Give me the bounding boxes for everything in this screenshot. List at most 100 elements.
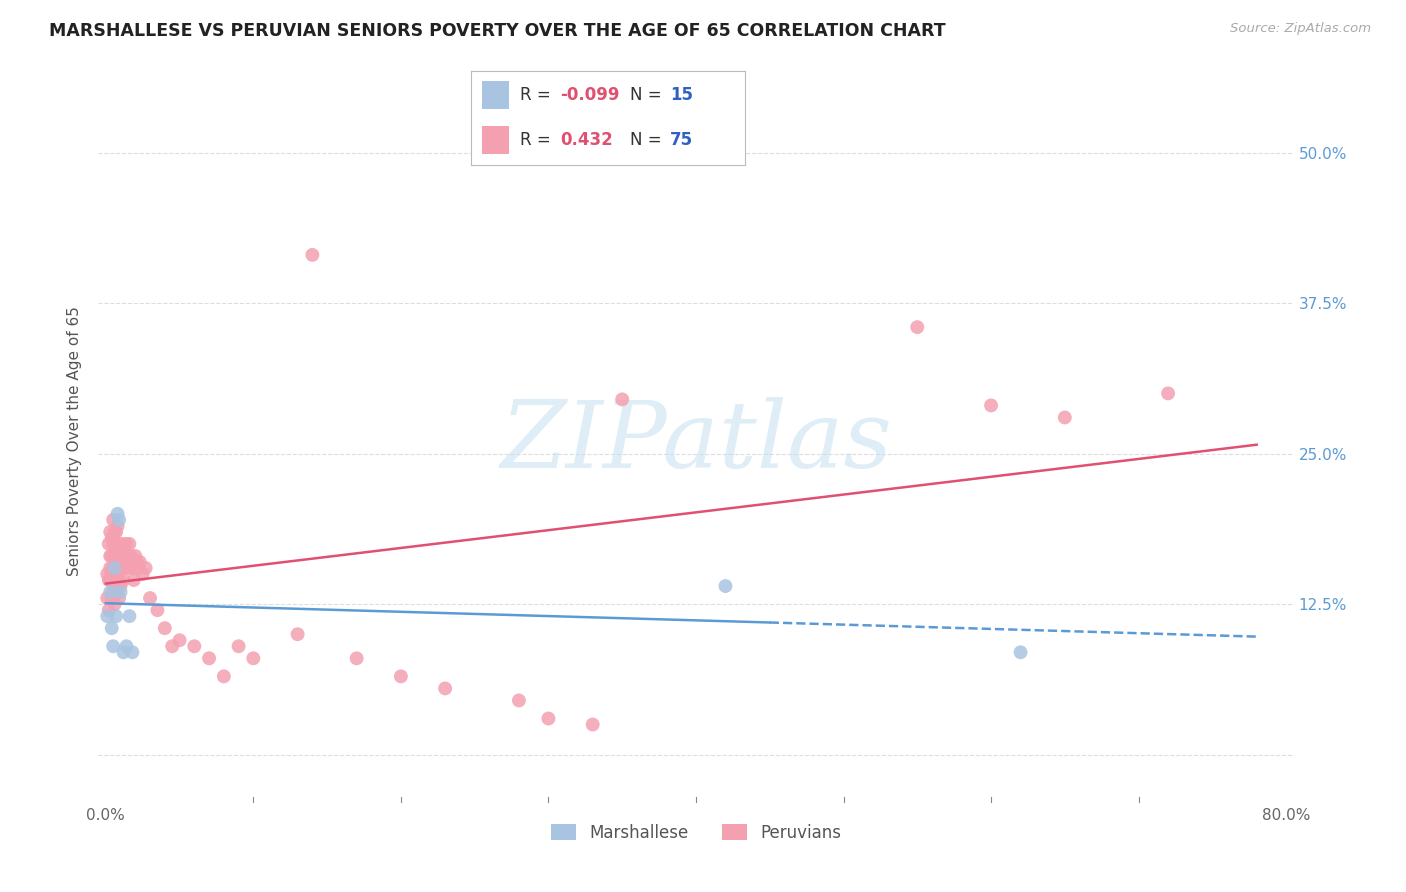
Point — [96, 591, 118, 606]
Text: -0.099: -0.099 — [560, 86, 620, 103]
Point — [135, 561, 157, 575]
Point — [111, 537, 134, 551]
Point — [118, 561, 141, 575]
Text: N =: N = — [630, 86, 666, 103]
Point — [105, 585, 128, 599]
Point — [228, 639, 250, 653]
Text: Source: ZipAtlas.com: Source: ZipAtlas.com — [1230, 22, 1371, 36]
Point — [128, 555, 150, 569]
Point — [100, 591, 122, 606]
Point — [146, 603, 169, 617]
Point — [212, 669, 235, 683]
Point — [105, 609, 128, 624]
Point — [160, 639, 183, 653]
Point — [242, 651, 264, 665]
Point — [122, 573, 145, 587]
Text: R =: R = — [520, 86, 557, 103]
Point — [301, 248, 323, 262]
Point — [107, 537, 129, 551]
Point — [714, 579, 737, 593]
Point — [105, 549, 128, 563]
Point — [389, 669, 412, 683]
Point — [1010, 645, 1032, 659]
Point — [105, 524, 128, 539]
Point — [104, 561, 127, 575]
Text: MARSHALLESE VS PERUVIAN SENIORS POVERTY OVER THE AGE OF 65 CORRELATION CHART: MARSHALLESE VS PERUVIAN SENIORS POVERTY … — [49, 22, 946, 40]
Point — [131, 567, 153, 582]
Point — [100, 621, 122, 635]
Point — [121, 561, 143, 575]
Point — [104, 579, 127, 593]
Point — [114, 561, 136, 575]
Point — [97, 573, 120, 587]
Point — [537, 712, 560, 726]
Point — [110, 585, 132, 599]
Text: N =: N = — [630, 131, 666, 149]
Point — [139, 591, 162, 606]
Point — [100, 549, 122, 563]
Y-axis label: Seniors Poverty Over the Age of 65: Seniors Poverty Over the Age of 65 — [67, 307, 83, 576]
Point — [115, 537, 138, 551]
Point — [346, 651, 368, 665]
Text: 0.432: 0.432 — [560, 131, 613, 149]
Point — [98, 573, 121, 587]
Bar — [482, 126, 509, 153]
Point — [127, 561, 149, 575]
Point — [124, 549, 146, 563]
Point — [905, 320, 928, 334]
Point — [980, 398, 1002, 412]
Point — [104, 597, 127, 611]
Point — [612, 392, 634, 407]
Point — [104, 549, 127, 563]
Point — [100, 531, 122, 545]
Point — [110, 542, 132, 557]
Text: R =: R = — [520, 131, 561, 149]
Point — [108, 591, 131, 606]
Point — [169, 633, 191, 648]
Point — [104, 561, 127, 575]
Point — [100, 567, 122, 582]
Point — [96, 609, 118, 624]
Point — [508, 693, 530, 707]
Point — [112, 645, 135, 659]
Point — [105, 567, 128, 582]
Point — [98, 549, 121, 563]
Point — [434, 681, 457, 696]
Bar — [482, 81, 509, 109]
Legend: Marshallese, Peruvians: Marshallese, Peruvians — [544, 817, 848, 848]
Point — [120, 549, 142, 563]
Point — [108, 549, 131, 563]
Point — [104, 524, 127, 539]
Point — [125, 555, 148, 569]
Point — [101, 639, 124, 653]
Point — [117, 549, 139, 563]
Point — [121, 645, 143, 659]
Point — [115, 639, 138, 653]
Point — [112, 573, 135, 587]
Point — [101, 537, 124, 551]
Point — [101, 561, 124, 575]
Point — [1053, 410, 1076, 425]
Point — [107, 507, 129, 521]
Point — [101, 513, 124, 527]
Point — [107, 519, 129, 533]
Point — [97, 537, 120, 551]
Point — [287, 627, 309, 641]
Point — [108, 573, 131, 587]
Point — [118, 609, 141, 624]
Point — [1157, 386, 1180, 401]
Text: ZIPatlas: ZIPatlas — [501, 397, 891, 486]
Point — [582, 717, 605, 731]
Point — [112, 549, 135, 563]
Text: 15: 15 — [669, 86, 693, 103]
Point — [107, 555, 129, 569]
Point — [107, 573, 129, 587]
Text: 75: 75 — [669, 131, 693, 149]
Point — [108, 513, 131, 527]
Point — [110, 561, 132, 575]
Point — [118, 537, 141, 551]
Point — [153, 621, 176, 635]
Point — [98, 585, 121, 599]
Point — [97, 603, 120, 617]
Point — [98, 561, 121, 575]
